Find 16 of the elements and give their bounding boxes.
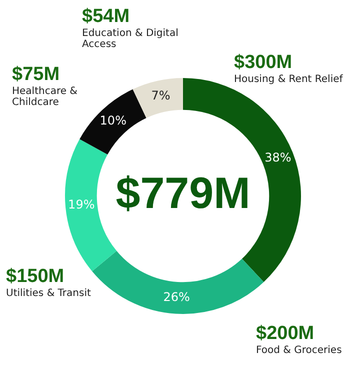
text: $150M xyxy=(6,266,66,288)
text: $54M xyxy=(82,6,131,28)
data-label: 10% xyxy=(100,114,126,128)
data-label: 26% xyxy=(163,290,190,304)
data-label: 38% xyxy=(264,150,292,165)
slice-label: Education & Digital Access xyxy=(82,28,180,51)
text: $75M xyxy=(12,64,61,86)
text: $300M xyxy=(234,52,294,74)
text: $200M xyxy=(256,323,316,345)
data-label: 19% xyxy=(68,198,95,212)
slice-label: Housing & Rent Relief xyxy=(234,74,343,86)
data-label: 7% xyxy=(151,88,170,103)
slice-label: Utilities & Transit xyxy=(6,288,91,300)
slice-label: Food & Groceries xyxy=(256,344,342,356)
slice-label: Healthcare & Childcare xyxy=(12,86,78,109)
text: $779M xyxy=(116,169,250,218)
